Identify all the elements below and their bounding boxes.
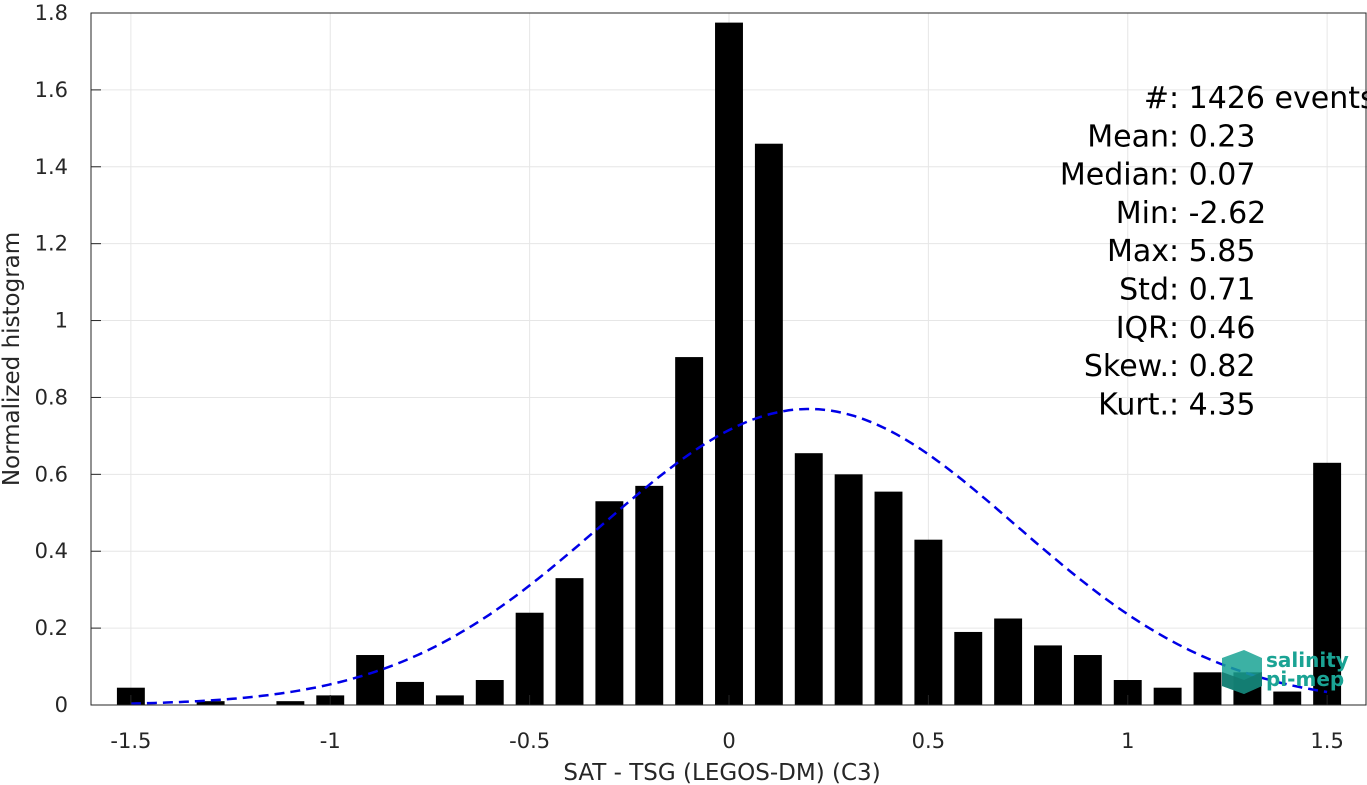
logo-icon-shade (1222, 672, 1262, 694)
stat-label: Median (1060, 158, 1169, 193)
stat-label: Std (1119, 273, 1169, 308)
axes (90, 12, 1367, 706)
y-tick-label: 1.4 (35, 155, 68, 179)
y-tick-label: 0.4 (35, 539, 68, 563)
x-tick-label: 1.5 (1310, 729, 1343, 753)
y-tick-label: 1.2 (35, 232, 68, 256)
stat-label: Max (1107, 234, 1169, 269)
histogram-bar (914, 539, 943, 705)
histogram-bar (754, 143, 783, 705)
stat-value: : 0.07 (1169, 158, 1255, 193)
stat-label: # (1144, 81, 1169, 116)
histogram-bar (276, 701, 305, 705)
y-tick-label: 0.8 (35, 385, 68, 409)
stat-label: IQR (1116, 311, 1169, 346)
stat-value: : 4.35 (1169, 387, 1255, 422)
stat-value: : 0.82 (1169, 349, 1255, 384)
histogram-bar (994, 618, 1023, 705)
histogram-bar (196, 701, 225, 705)
y-tick-label: 1.8 (35, 1, 68, 25)
x-tick-label: -1 (320, 729, 341, 753)
histogram-bar (1034, 645, 1062, 705)
histogram-bar (1313, 462, 1342, 705)
gaussian-fit-curve (130, 407, 1328, 705)
histogram-bar (715, 22, 743, 706)
histogram-bar (1073, 655, 1102, 705)
y-tick-label: 1.6 (35, 78, 68, 102)
histogram-bar (396, 681, 424, 705)
logo-text-pi-mep: pi-mep (1266, 667, 1344, 691)
y-tick-label: 0 (55, 693, 68, 717)
stat-label: Min (1116, 196, 1169, 231)
histogram-bar (595, 501, 624, 705)
gaussian-fit (130, 407, 1328, 705)
stat-value: : 0.23 (1169, 119, 1255, 154)
x-tick-label: 0 (722, 729, 735, 753)
histogram-bar (1153, 687, 1182, 705)
histogram-bar (954, 631, 983, 705)
stat-value: : 0.71 (1169, 273, 1255, 308)
histogram-bar (635, 485, 664, 705)
y-tick-label: 0.6 (35, 462, 68, 486)
salinity-pi-mep-logo: salinity pi-mep (1222, 648, 1349, 694)
stat-value: : 5.85 (1169, 234, 1255, 269)
histogram-bar (874, 491, 903, 705)
x-tick-label: -0.5 (509, 729, 550, 753)
y-tick-label: 1 (55, 309, 68, 333)
histogram-bar (834, 474, 863, 705)
histogram-bar (794, 453, 823, 705)
y-tick-label: 0.2 (35, 616, 68, 640)
stat-label: Kurt. (1098, 387, 1169, 422)
x-tick-label: 0.5 (912, 729, 945, 753)
y-axis-label: Normalized histogram (0, 232, 25, 486)
histogram-bar (515, 612, 544, 705)
stat-value: : -2.62 (1169, 196, 1266, 231)
stat-label: Mean (1087, 119, 1169, 154)
histogram-bar (555, 578, 584, 705)
stat-label: Skew. (1084, 349, 1169, 384)
histogram-bar (1193, 672, 1222, 705)
histogram-bar (675, 357, 704, 705)
x-axis-label: SAT - TSG (LEGOS-DM) (C3) (563, 760, 880, 785)
histogram-bar (475, 680, 504, 705)
histogram-bar (435, 695, 464, 705)
y-tick-labels: 0 0.2 0.4 0.6 0.8 1 1.2 1.4 1.6 1.8 (35, 1, 68, 717)
logo-text-salinity: salinity (1266, 648, 1349, 672)
x-tick-labels: -1.5 -1 -0.5 0 0.5 1 1.5 (110, 729, 1343, 753)
histogram-bar (1273, 691, 1302, 705)
stat-value: : 1426 events (1169, 81, 1367, 116)
stat-value: : 0.46 (1169, 311, 1255, 346)
histogram-bar (356, 655, 385, 705)
x-tick-label: -1.5 (110, 729, 151, 753)
bars (116, 22, 1342, 706)
x-tick-label: 1 (1121, 729, 1134, 753)
